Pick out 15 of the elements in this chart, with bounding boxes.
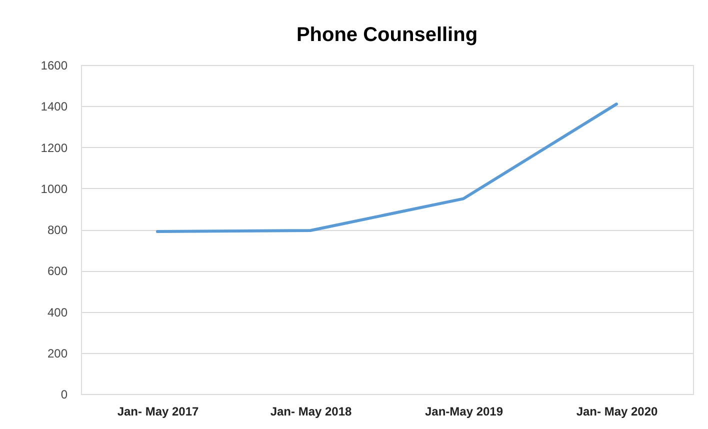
y-tick-label: 400 [47, 305, 68, 320]
x-tick-label: Jan-May 2019 [424, 404, 504, 418]
y-tick-label: 600 [47, 264, 68, 278]
y-tick-label: 200 [47, 346, 68, 360]
line-series [156, 102, 618, 234]
y-tick-label: 1600 [40, 58, 68, 72]
x-tick-label: Jan- May 2020 [576, 404, 658, 418]
y-tick-label: 800 [47, 223, 68, 237]
x-tick-label: Jan- May 2018 [270, 404, 352, 418]
y-tick-label: 1200 [40, 140, 68, 155]
x-tick-label: Jan- May 2017 [117, 404, 200, 418]
y-tick-label: 1000 [40, 182, 68, 196]
y-tick-label: 0 [60, 388, 68, 402]
y-tick-label: 1400 [40, 100, 68, 114]
chart-title: Phone Counselling [296, 24, 478, 46]
